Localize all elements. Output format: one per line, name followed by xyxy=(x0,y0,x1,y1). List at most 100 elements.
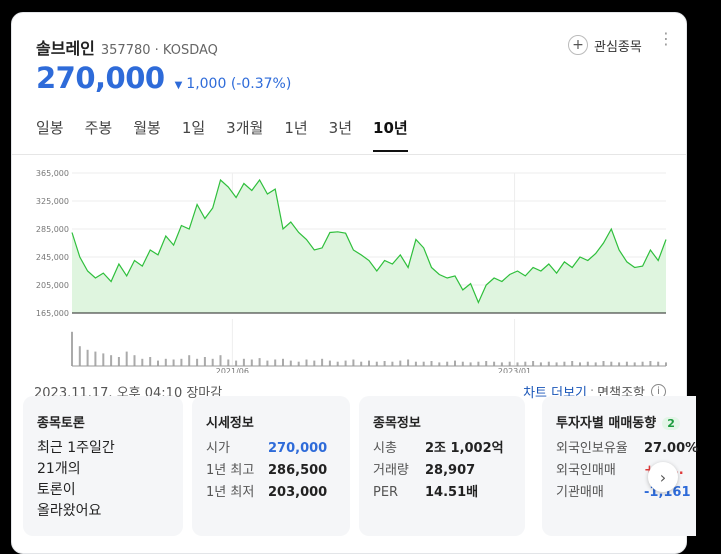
tab-10year[interactable]: 10년 xyxy=(373,117,408,152)
investor-row: 외국인보유율 27.00% xyxy=(556,438,698,460)
investor-key: 외국인보유율 xyxy=(556,441,628,456)
tab-1day[interactable]: 1일 xyxy=(181,119,206,137)
favorite-button[interactable]: + 관심종목 xyxy=(568,35,642,55)
volume-bar xyxy=(344,360,347,366)
volume-bar xyxy=(461,361,464,366)
volume-bar xyxy=(117,357,120,366)
market-value: 270,000 xyxy=(268,441,328,456)
current-price: 270,000 xyxy=(36,61,165,95)
stock-code: 357780 · KOSDAQ xyxy=(100,43,218,58)
market-info-title: 시세정보 xyxy=(206,416,254,431)
volume-bar xyxy=(133,355,136,366)
y-tick-label: 285,000 xyxy=(36,225,69,234)
volume-bar xyxy=(657,361,660,366)
x-tick-label: 2023/01 xyxy=(498,367,531,373)
volume-bar xyxy=(633,362,636,366)
market-value: 203,000 xyxy=(268,485,328,500)
volume-bar xyxy=(625,361,628,366)
discussion-line: 21개의 xyxy=(37,461,81,477)
market-row: 1년 최저 203,000 xyxy=(206,482,327,504)
volume-bar xyxy=(383,361,386,366)
volume-bar xyxy=(203,357,206,366)
price-row: 270,000 ▼ 1,000 (-0.37%) xyxy=(36,61,291,95)
volume-bar xyxy=(641,361,644,366)
volume-bar xyxy=(454,360,456,366)
favorite-label: 관심종목 xyxy=(594,39,642,55)
company-row: PER 14.51배 xyxy=(373,482,504,504)
tab-3year[interactable]: 3년 xyxy=(328,119,353,137)
price-change: ▼ 1,000 (-0.37%) xyxy=(175,76,292,92)
company-key: 거래량 xyxy=(373,463,409,478)
volume-bar xyxy=(250,359,253,366)
volume-bar xyxy=(532,361,535,366)
volume-bar xyxy=(219,355,222,366)
volume-bar xyxy=(446,361,449,366)
volume-bar xyxy=(71,331,73,366)
discussion-box[interactable]: 종목토론 최근 1주일간 21개의 토론이 올라왔어요 xyxy=(23,396,183,536)
volume-bar xyxy=(180,358,183,366)
discussion-line: 토론이 xyxy=(37,482,76,498)
market-value: 286,500 xyxy=(268,463,328,478)
y-tick-label: 205,000 xyxy=(36,281,69,290)
volume-bar xyxy=(422,361,425,366)
investor-row: 기관매매 -1,161 xyxy=(556,482,698,504)
company-info-box[interactable]: 종목정보 시총 2조 1,002억 거래량 28,907 PER 14.51배 xyxy=(359,396,525,536)
volume-bar xyxy=(360,361,363,366)
company-info-body: 시총 2조 1,002억 거래량 28,907 PER 14.51배 xyxy=(373,438,504,504)
market-row: 시가 270,000 xyxy=(206,438,327,460)
tab-3month[interactable]: 3개월 xyxy=(226,119,264,137)
volume-bar xyxy=(125,351,128,366)
volume-bar xyxy=(602,361,605,366)
next-arrow-button[interactable]: › xyxy=(648,462,678,492)
market-info-body: 시가 270,000 1년 최고 286,500 1년 최저 203,000 xyxy=(206,438,327,504)
tab-daily[interactable]: 일봉 xyxy=(36,119,64,137)
volume-bar xyxy=(508,361,511,366)
tab-monthly[interactable]: 월봉 xyxy=(133,119,161,137)
stock-name[interactable]: 솔브레인 xyxy=(36,39,95,58)
y-tick-label: 165,000 xyxy=(36,309,69,318)
volume-bar xyxy=(282,358,284,366)
volume-bar xyxy=(438,362,441,366)
tab-1year[interactable]: 1년 xyxy=(284,119,308,137)
company-key: PER xyxy=(373,485,399,500)
price-chart[interactable]: 365,000 325,000 285,000 245,000 205,000 165,0… xyxy=(12,161,686,373)
volume-bar xyxy=(485,361,488,366)
volume-bar xyxy=(305,359,308,366)
tab-weekly[interactable]: 주봉 xyxy=(84,119,113,137)
discussion-line: 최근 1주일간 xyxy=(37,440,115,456)
investor-key: 외국인매매 xyxy=(556,463,616,478)
company-value: 14.51배 xyxy=(425,485,479,500)
investor-key: 기관매매 xyxy=(556,485,604,500)
volume-bar xyxy=(665,362,667,366)
volume-bar xyxy=(586,361,589,366)
volume-bar xyxy=(172,359,175,366)
volume-bar xyxy=(211,358,214,366)
volume-bar xyxy=(86,349,89,366)
investor-title: 투자자별 매매동향 2 xyxy=(556,412,680,431)
change-value: 1,000 xyxy=(186,76,227,92)
discussion-line: 올라왔어요 xyxy=(37,503,102,519)
investor-badge: 2 xyxy=(662,417,680,430)
market-info-box[interactable]: 시세정보 시가 270,000 1년 최고 286,500 1년 최저 203,000 xyxy=(192,396,350,536)
volume-bar xyxy=(157,360,159,366)
company-info-title: 종목정보 xyxy=(373,416,421,431)
volume-bar xyxy=(649,361,652,366)
volume-bar xyxy=(524,361,527,366)
volume-bar xyxy=(375,361,378,366)
volume-bar xyxy=(407,359,410,366)
volume-bar xyxy=(477,361,480,366)
volume-bar xyxy=(563,361,566,366)
volume-bar xyxy=(164,358,167,366)
market-key: 시가 xyxy=(206,441,230,456)
y-tick-label: 365,000 xyxy=(36,169,69,178)
company-row: 거래량 28,907 xyxy=(373,460,504,482)
volume-bar xyxy=(297,361,300,366)
price-area xyxy=(72,180,666,313)
volume-bar xyxy=(188,355,191,366)
volume-bar xyxy=(391,361,394,366)
change-percent: (-0.37%) xyxy=(230,76,292,92)
down-arrow-icon: ▼ xyxy=(174,80,183,91)
stock-header: 솔브레인 357780 · KOSDAQ xyxy=(36,35,218,59)
more-vertical-icon[interactable]: ⋮ xyxy=(658,29,674,48)
market-row: 1년 최고 286,500 xyxy=(206,460,327,482)
